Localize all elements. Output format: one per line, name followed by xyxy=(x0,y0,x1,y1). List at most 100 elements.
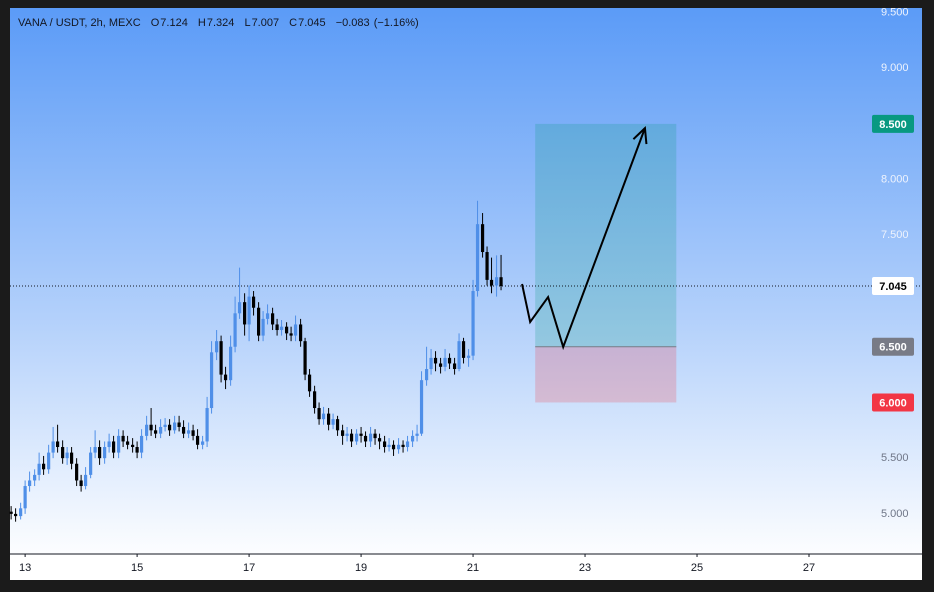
candle-body xyxy=(181,426,186,434)
price-badge xyxy=(872,337,914,356)
candle-body xyxy=(229,346,233,381)
candle-body xyxy=(187,430,191,434)
y-tick-label: 8.000 xyxy=(881,174,909,186)
candle-body xyxy=(125,441,130,445)
candle-body xyxy=(354,433,359,442)
candle-body xyxy=(331,419,335,425)
candle-body xyxy=(219,341,223,375)
price-badge xyxy=(872,277,914,296)
candle-body xyxy=(265,313,270,319)
candle-body xyxy=(41,463,46,470)
candle-body xyxy=(443,357,447,367)
candle-body xyxy=(55,441,60,448)
candle-body xyxy=(19,508,23,517)
candle-body xyxy=(83,474,88,487)
y-tick-label: 7.500 xyxy=(881,229,909,241)
candle-body xyxy=(275,324,279,331)
candle-body xyxy=(340,430,345,436)
candle-body xyxy=(289,333,293,336)
candle-body xyxy=(257,307,261,336)
candle-body xyxy=(195,435,200,445)
candle-body xyxy=(201,441,205,445)
candle-body xyxy=(237,302,242,314)
time-axis-background xyxy=(10,554,922,580)
candle-body xyxy=(424,369,429,381)
candle-body xyxy=(489,279,494,286)
candle-body xyxy=(335,419,340,431)
candle-body xyxy=(27,480,32,487)
candle-body xyxy=(145,424,149,436)
y-tick-label: 9.500 xyxy=(881,6,909,18)
candle-body xyxy=(312,391,317,409)
candle-body xyxy=(13,513,18,517)
candle-body xyxy=(326,413,331,425)
candle-body xyxy=(433,357,438,364)
change-percent: (−1.16%) xyxy=(373,17,419,29)
price-badge xyxy=(872,114,914,133)
candle-body xyxy=(373,433,377,439)
candle-body xyxy=(191,430,195,436)
candle-body xyxy=(23,486,27,509)
candle-body xyxy=(215,341,219,353)
price-badge-label: 6.500 xyxy=(879,342,907,354)
candle-body xyxy=(317,408,321,420)
candle-body xyxy=(51,441,55,453)
candle-body xyxy=(307,374,312,392)
candle-body xyxy=(93,447,97,453)
close-value: 7.045 xyxy=(298,17,326,29)
candle-body xyxy=(457,341,461,370)
candle-body xyxy=(452,363,457,370)
candle-body xyxy=(61,447,65,459)
candle-body xyxy=(153,430,158,434)
candle-body xyxy=(438,363,443,367)
candle-body xyxy=(149,424,153,431)
candle-body xyxy=(466,355,471,358)
trend-drawing xyxy=(521,127,646,351)
legend-header: VANA / USDT, 2h, MEXC O7.124 H7.324 L7.0… xyxy=(18,17,420,29)
candle-body xyxy=(209,352,214,409)
arrow-head xyxy=(632,125,648,145)
x-tick-label: 19 xyxy=(355,562,367,574)
candle-body xyxy=(69,452,74,464)
candle-body xyxy=(447,357,452,364)
symbol: VANA / USDT, 2h, MEXC xyxy=(18,17,141,29)
change: −0.083 xyxy=(335,17,370,29)
candle-body xyxy=(471,291,475,356)
candle-body xyxy=(415,433,419,436)
loss-zone xyxy=(535,346,677,403)
candle-body xyxy=(205,408,209,442)
candle-body xyxy=(47,452,51,470)
low-label: L xyxy=(244,17,251,29)
candle-body xyxy=(419,380,424,434)
candle-body xyxy=(271,313,275,325)
x-tick-label: 25 xyxy=(691,562,703,574)
candle-body xyxy=(247,296,251,325)
candle-body xyxy=(303,341,307,375)
candle-body xyxy=(33,474,37,481)
x-tick-label: 13 xyxy=(19,562,31,574)
candle-body xyxy=(97,447,102,459)
candle-body xyxy=(89,452,93,475)
price-badge-label: 8.500 xyxy=(879,119,907,131)
y-tick-label: 5.500 xyxy=(881,452,909,464)
price-badge-label: 6.000 xyxy=(879,397,907,409)
candle-body xyxy=(131,444,135,448)
candle-body xyxy=(163,424,167,427)
candle-body xyxy=(461,341,466,358)
low-value: 7.007 xyxy=(251,17,280,29)
candle-body xyxy=(233,313,237,347)
candle-body xyxy=(117,435,121,453)
candle-body xyxy=(368,433,373,442)
candle-body xyxy=(405,441,410,448)
candle-body xyxy=(396,444,401,450)
x-tick-label: 15 xyxy=(131,562,143,574)
candle-body xyxy=(285,326,289,334)
x-tick-label: 23 xyxy=(579,562,591,574)
candle-body xyxy=(349,433,354,442)
candle-body xyxy=(37,463,41,475)
candle-body xyxy=(75,463,79,481)
plot-background xyxy=(10,8,922,580)
candle-body xyxy=(173,422,177,431)
